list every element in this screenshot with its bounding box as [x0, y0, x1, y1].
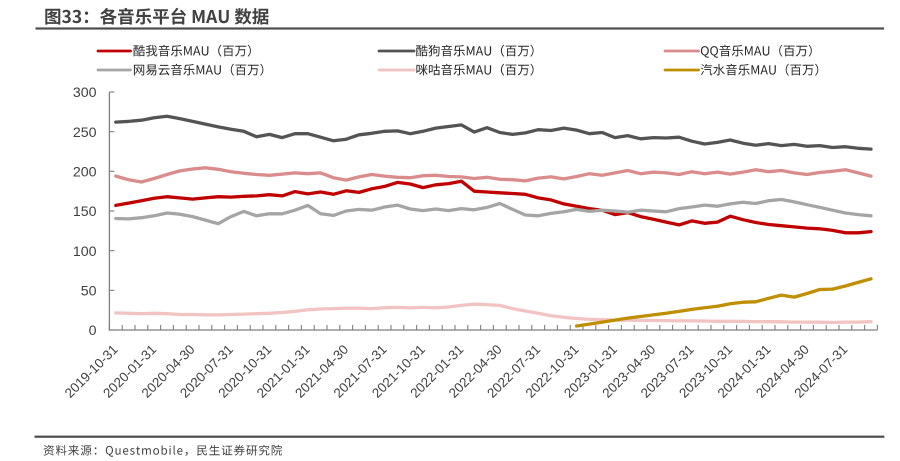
- svg-text:200: 200: [73, 165, 97, 181]
- svg-text:0: 0: [89, 323, 97, 339]
- svg-text:300: 300: [73, 85, 97, 101]
- svg-text:250: 250: [73, 125, 97, 141]
- svg-text:100: 100: [73, 244, 97, 260]
- svg-text:50: 50: [81, 284, 97, 300]
- svg-text:150: 150: [73, 204, 97, 220]
